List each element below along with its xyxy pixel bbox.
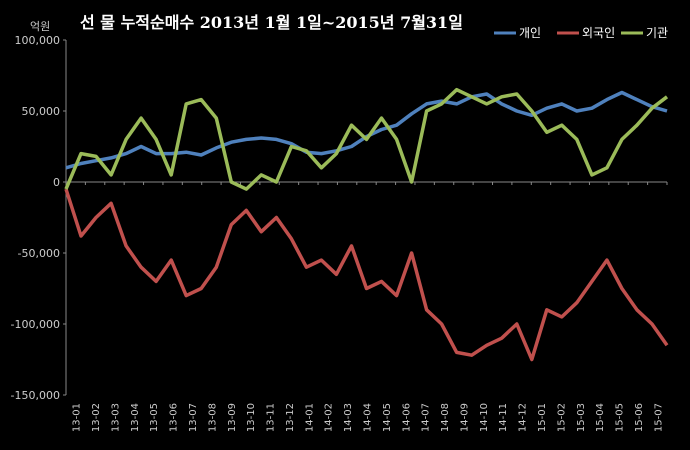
x-tick-label: 14-03 [343,403,354,432]
x-tick-label: 14-07 [421,403,432,432]
x-tick-label: 14-08 [440,403,451,432]
x-tick-label: 15-02 [556,403,567,432]
y-tick-label: 0 [53,176,60,189]
legend-label: 외국인 [582,26,615,40]
y-tick-label: 50,000 [22,105,61,118]
x-tick-label: 13-01 [72,403,83,432]
x-tick-label: 13-05 [149,403,160,432]
x-tick-label: 13-11 [266,403,277,432]
x-tick-label: 13-10 [246,403,257,432]
x-axis: 13-01 13-02 13-03 13-04 13-05 13-06 13-07 13-08… [72,182,668,432]
x-tick-label: 15-05 [615,403,626,432]
x-tick-label: 14-05 [382,403,393,432]
x-tick-label: 15-04 [595,403,606,432]
x-tick-label: 13-12 [285,403,296,432]
y-tick-label: -50,000 [18,247,60,260]
y-axis: -150,000 -100,000 -50,000 0 50,000 100,000 [11,34,66,402]
x-tick-label: 14-09 [459,403,470,432]
x-tick-label: 13-03 [110,403,121,432]
x-tick-label: 13-09 [227,403,238,432]
x-tick-label: 15-07 [653,403,664,432]
x-tick-label: 14-06 [401,403,412,432]
chart-title: 선 물 누적순매수 2013년 1월 1일~2015년 7월31일 [80,13,463,32]
x-tick-label: 14-10 [479,403,490,432]
legend: 개인 외국인 기관 [494,26,668,40]
y-tick-label: -100,000 [11,318,60,331]
x-tick-label: 13-04 [130,403,141,432]
y-axis-unit-label: 억원 [30,20,50,33]
legend-label: 기관 [646,26,668,40]
x-tick-label: 13-02 [91,403,102,432]
y-tick-label: -150,000 [11,389,60,402]
x-tick-label: 15-01 [537,403,548,432]
series-line-2 [64,188,669,362]
x-tick-label: 14-12 [518,403,529,432]
x-tick-label: 15-06 [634,403,645,432]
x-tick-label: 13-08 [207,403,218,432]
series-group [64,87,669,362]
x-tick-label: 15-03 [576,403,587,432]
y-tick-label: 100,000 [15,34,61,47]
x-tick-label: 14-02 [324,403,335,432]
x-tick-label: 13-06 [169,403,180,432]
x-tick-label: 14-01 [304,403,315,432]
x-tick-label: 14-11 [498,403,509,432]
legend-label: 개인 [519,26,541,40]
x-tick-label: 14-04 [363,403,374,432]
x-tick-label: 13-07 [188,403,199,432]
series-line-3 [64,87,669,191]
